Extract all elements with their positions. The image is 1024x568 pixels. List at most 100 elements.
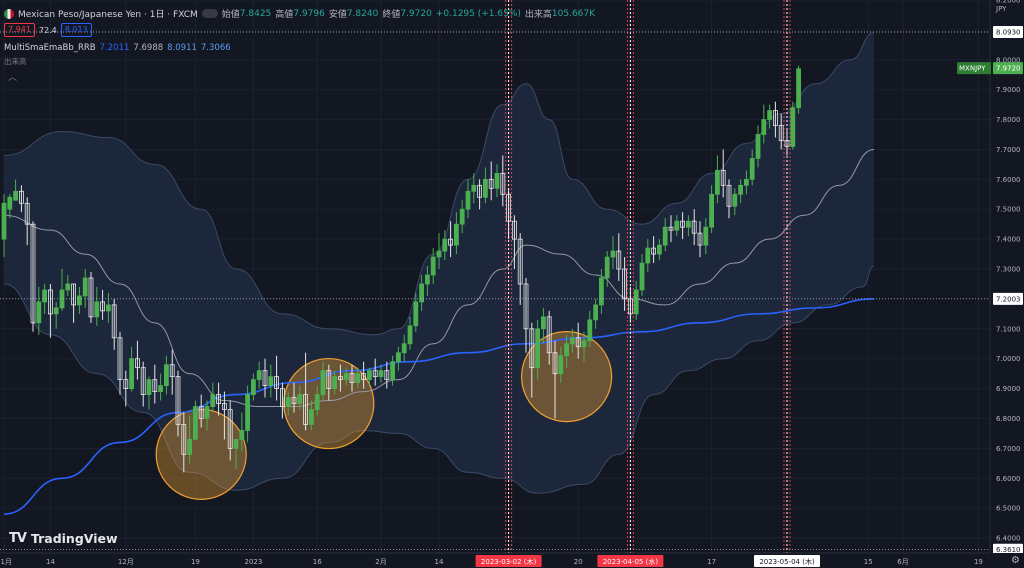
candle-body-96 [558,355,564,375]
sell-price-button[interactable]: 7.941 [4,23,35,37]
price-tick-5: 7.7000 [996,146,1021,154]
candle-body-81 [471,184,477,192]
indicator-name[interactable]: MultiSmaEmaBb_RRB [4,43,96,53]
candle-body-51 [297,394,303,404]
candle-body-125 [726,184,732,207]
time-tick-0: 11月 [0,558,12,566]
candle-body-74 [430,256,436,276]
close-label: 終値 [382,10,401,20]
price-tick-6: 7.6000 [996,176,1021,184]
volume-value: 105.667K [551,8,596,19]
candle-body-76 [442,238,448,252]
symbol-title[interactable]: Mexican Peso/Japanese Yen · 1日 · FXCM [18,10,198,20]
last-price-badge [993,62,1023,75]
candle-body-100 [581,340,587,348]
gear-icon[interactable]: ⚙ [1011,555,1020,566]
candle-body-56 [326,370,332,389]
volume-label: 出来高 [524,10,552,20]
volume-legend[interactable]: 出来高 [4,56,27,67]
date-marker-lines [0,0,990,553]
price-axis[interactable]: 8.20008.10008.00007.90007.80007.70007.60… [957,0,1024,568]
time-tick-12: 19 [974,558,983,566]
price-tick-18: 6.4000 [996,535,1021,543]
candle-body-101 [587,319,593,342]
candle-body-52 [303,394,309,425]
candle-body-66 [384,370,390,381]
candle-body-109 [633,289,639,315]
candle-body-28 [163,364,169,387]
candle-body-120 [697,232,703,246]
candle-body-86 [500,172,506,195]
candle-body-127 [738,184,743,195]
candle-body-118 [686,220,691,228]
candle-body-26 [152,379,158,392]
candle-body-122 [709,193,714,228]
indicator-value-1: 7.2011 [99,43,130,53]
indicator-legend[interactable]: MultiSmaEmaBb_RRB 7.2011 7.6988 8.0911 7… [4,43,231,53]
candle-body-91 [529,328,535,369]
candle-body-60 [349,373,355,384]
candle-body-3 [18,190,24,204]
candle-body-99 [575,337,581,348]
candle-body-15 [88,277,94,318]
candle-body-13 [77,295,82,306]
symbol-tag-bg [957,62,991,75]
candle-body-17 [100,301,105,312]
candle-body-5 [30,223,36,324]
candle-body-126 [732,193,738,207]
band-upper-line [3,32,875,336]
candle-body-37 [216,394,222,404]
time-tick-11: 6月 [897,558,908,566]
date-marker-label-2: 2023-05-04 (木) [759,557,815,566]
candle-body-29 [169,364,175,378]
price-line-label-2: 6.3610 [996,546,1021,554]
band-lower-line [3,265,875,494]
candle-body-113 [657,244,662,255]
candle-body-128 [744,178,749,186]
candle-body-102 [593,304,598,321]
candle-body-119 [691,220,697,234]
indicator-value-2: 7.6988 [133,43,164,53]
price-tick-13: 6.9000 [996,385,1021,393]
date-marker-badge-1 [597,555,664,567]
currency-label: JPY [996,5,1007,13]
candle-body-110 [639,262,645,291]
candle-body-70 [407,325,413,345]
candle-body-85 [494,172,500,189]
collapse-chevron-icon[interactable]: ︿ [8,73,18,83]
price-tick-9: 7.3000 [996,266,1021,274]
candle-body-63 [366,370,372,381]
candle-body-45 [262,370,268,387]
candle-body-79 [459,208,465,225]
candle-body-58 [337,376,343,381]
candle-body-95 [552,352,558,375]
candle-body-132 [767,110,772,120]
candle-body-97 [564,343,569,357]
time-tick-3: 19 [191,558,200,566]
time-axis[interactable]: 11月 14 12月 19 2023 16 2月 14 20 17 15 6月 19 2023-03-02… [0,552,1024,568]
candle-body-48 [279,388,285,407]
time-tick-10: 15 [864,558,873,566]
candle-body-54 [314,394,320,410]
candle-body-53 [308,409,314,425]
volume-legend-label[interactable]: 出来高 [4,57,27,66]
candle-body-111 [645,247,651,264]
eye-toggle-icon[interactable] [201,9,218,18]
price-line-label-1: 7.2003 [996,295,1021,303]
candle-body-136 [790,107,796,147]
candle-body-88 [512,220,517,240]
last-price-label: 7.9720 [996,65,1021,73]
buy-price-button[interactable]: 8.013 [60,23,92,37]
candle-body-22 [129,358,135,389]
candle-body-116 [674,220,680,231]
high-value: 7.9796 [293,8,325,19]
candle-body-94 [546,316,552,354]
tradingview-logo[interactable]: TV TradingView [9,531,118,546]
candle-body-27 [158,385,164,392]
candle-body-80 [465,190,471,210]
candle-body-36 [210,394,216,407]
price-line-badge-0 [993,25,1023,38]
candle-body-77 [448,238,454,246]
candle-body-57 [332,376,338,389]
